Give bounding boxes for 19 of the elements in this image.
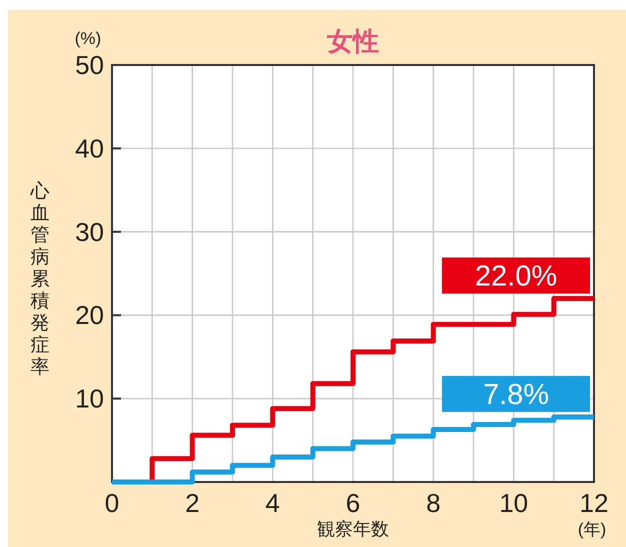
data-label: 7.8%: [482, 378, 550, 411]
chart-title: 女性: [326, 26, 379, 56]
y-tick-label: 50: [75, 50, 104, 80]
x-tick-label: 10: [499, 488, 528, 518]
x-axis-title: 観察年数: [317, 519, 389, 539]
text: (年): [578, 520, 606, 539]
text: 心血管病累積発症率: [30, 181, 50, 378]
x-tick-label: 2: [185, 488, 200, 518]
x-tick-label: 8: [426, 488, 441, 518]
x-tick-label: 0: [104, 488, 120, 518]
y-tick-label: 10: [75, 384, 104, 414]
x-tick-label: 12: [580, 488, 608, 518]
y-tick-label: 40: [75, 133, 104, 164]
data-label: 22.0%: [474, 260, 558, 293]
x-tick-label: 6: [346, 488, 360, 518]
text: (%): [74, 29, 102, 48]
y-tick-label: 30: [75, 216, 104, 247]
y-tick-label: 20: [75, 300, 104, 330]
x-tick-label: 4: [265, 488, 280, 518]
